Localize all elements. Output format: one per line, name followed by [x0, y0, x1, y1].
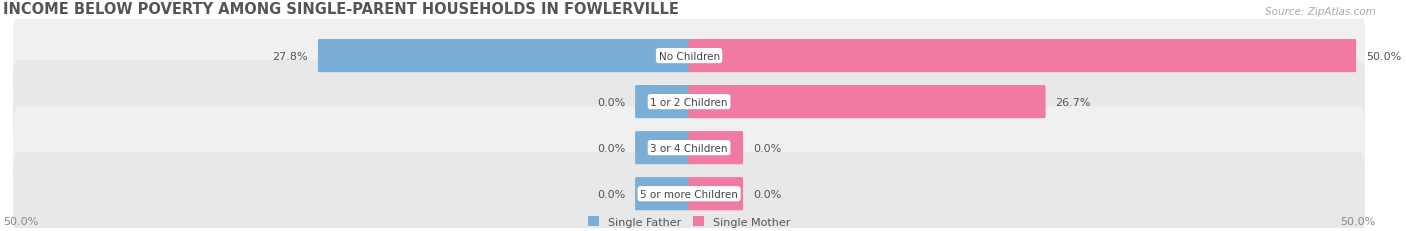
- FancyBboxPatch shape: [14, 60, 1365, 144]
- Text: 5 or more Children: 5 or more Children: [640, 189, 738, 199]
- Text: 0.0%: 0.0%: [598, 189, 626, 199]
- Text: 50.0%: 50.0%: [1367, 51, 1402, 61]
- FancyBboxPatch shape: [636, 86, 690, 119]
- FancyBboxPatch shape: [689, 177, 742, 210]
- Text: 0.0%: 0.0%: [598, 143, 626, 153]
- FancyBboxPatch shape: [14, 106, 1365, 190]
- FancyBboxPatch shape: [14, 107, 1365, 189]
- Text: 50.0%: 50.0%: [1340, 216, 1375, 226]
- Legend: Single Father, Single Mother: Single Father, Single Mother: [588, 216, 790, 227]
- FancyBboxPatch shape: [14, 61, 1365, 143]
- Text: 27.8%: 27.8%: [273, 51, 308, 61]
- Text: INCOME BELOW POVERTY AMONG SINGLE-PARENT HOUSEHOLDS IN FOWLERVILLE: INCOME BELOW POVERTY AMONG SINGLE-PARENT…: [3, 3, 679, 17]
- Text: 26.7%: 26.7%: [1056, 97, 1091, 107]
- FancyBboxPatch shape: [636, 177, 690, 210]
- Text: 3 or 4 Children: 3 or 4 Children: [651, 143, 728, 153]
- Text: Source: ZipAtlas.com: Source: ZipAtlas.com: [1264, 7, 1375, 17]
- FancyBboxPatch shape: [689, 40, 1355, 73]
- FancyBboxPatch shape: [14, 15, 1365, 97]
- Text: 0.0%: 0.0%: [754, 143, 782, 153]
- Text: 1 or 2 Children: 1 or 2 Children: [651, 97, 728, 107]
- Text: No Children: No Children: [658, 51, 720, 61]
- FancyBboxPatch shape: [14, 14, 1365, 98]
- FancyBboxPatch shape: [14, 153, 1365, 231]
- FancyBboxPatch shape: [318, 40, 690, 73]
- Text: 50.0%: 50.0%: [3, 216, 38, 226]
- FancyBboxPatch shape: [14, 152, 1365, 231]
- FancyBboxPatch shape: [689, 86, 1046, 119]
- Text: 0.0%: 0.0%: [598, 97, 626, 107]
- FancyBboxPatch shape: [636, 131, 690, 164]
- FancyBboxPatch shape: [689, 131, 742, 164]
- Text: 0.0%: 0.0%: [754, 189, 782, 199]
